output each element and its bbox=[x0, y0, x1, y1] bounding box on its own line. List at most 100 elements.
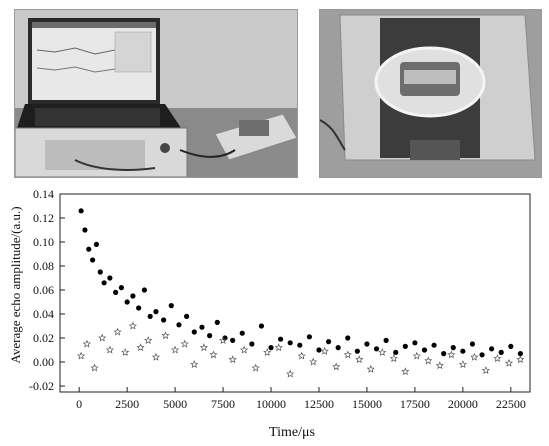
data-point-star bbox=[389, 354, 398, 362]
x-tick-label: 15000 bbox=[352, 397, 382, 411]
data-point-star bbox=[240, 345, 249, 354]
y-axis: -0.02 0.00 0.02 0.04 0.06 0.08 0.10 0.12 0.14 bbox=[29, 187, 65, 393]
data-point-circle bbox=[168, 303, 174, 309]
data-point-star bbox=[286, 369, 295, 378]
photo-sample-on-probe bbox=[319, 9, 542, 178]
data-point-circle bbox=[93, 241, 100, 247]
data-point-star bbox=[332, 362, 341, 371]
data-point-star bbox=[309, 357, 318, 366]
x-axis: 0 2500 5000 7500 10000 12500 15000 17500 20000 22… bbox=[76, 387, 526, 411]
data-point-star bbox=[366, 364, 375, 373]
data-point-circle bbox=[207, 333, 213, 339]
data-point-star bbox=[82, 339, 91, 348]
data-point-circle bbox=[199, 324, 205, 330]
x-tick-label: 0 bbox=[76, 397, 82, 411]
data-point-circle bbox=[191, 329, 197, 335]
data-point-star bbox=[343, 350, 352, 359]
data-point-circle bbox=[184, 313, 190, 319]
data-point-star bbox=[435, 361, 444, 370]
data-point-star bbox=[77, 351, 86, 360]
data-point-star bbox=[470, 352, 479, 361]
echo-amplitude-scatter-chart: 0 2500 5000 7500 10000 12500 15000 17500 20000 22… bbox=[8, 187, 531, 440]
data-point-circle bbox=[230, 337, 236, 343]
data-point-circle bbox=[107, 275, 113, 281]
data-point-star bbox=[458, 360, 467, 368]
y-tick-label: 0.04 bbox=[33, 307, 54, 321]
data-point-circle bbox=[479, 352, 485, 358]
plot-frame bbox=[59, 193, 531, 393]
data-point-star bbox=[447, 350, 456, 359]
data-point-circle bbox=[214, 319, 220, 325]
data-point-circle bbox=[325, 339, 332, 345]
data-point-circle bbox=[101, 280, 107, 286]
plot-area bbox=[59, 193, 531, 393]
y-tick-label: 0.10 bbox=[33, 235, 54, 249]
data-point-star bbox=[320, 346, 329, 355]
y-tick-label: 0.12 bbox=[33, 211, 54, 225]
y-tick-label: 0.14 bbox=[33, 187, 54, 201]
data-point-circle bbox=[345, 335, 351, 341]
x-axis-label: Time/μs bbox=[269, 425, 315, 440]
data-point-circle bbox=[113, 289, 119, 295]
data-point-star bbox=[105, 345, 114, 354]
x-tick-label: 17500 bbox=[400, 397, 430, 411]
data-point-star bbox=[121, 348, 130, 356]
x-tick-label: 7500 bbox=[211, 397, 235, 411]
y-axis-label: Average echo amplitude/(a.u.) bbox=[8, 206, 23, 363]
data-point-circle bbox=[364, 341, 370, 347]
data-point-star bbox=[209, 350, 218, 359]
photo-laptop-nmr-setup bbox=[14, 9, 298, 178]
x-tick-label: 12500 bbox=[304, 397, 334, 411]
data-point-circle bbox=[297, 342, 303, 348]
data-point-star bbox=[190, 360, 199, 368]
data-point-circle bbox=[278, 336, 284, 342]
data-point-circle bbox=[249, 341, 255, 347]
data-point-circle bbox=[316, 347, 322, 353]
data-point-star bbox=[424, 356, 433, 365]
data-point-circle bbox=[460, 348, 466, 354]
data-point-circle bbox=[489, 346, 495, 352]
data-point-circle bbox=[82, 227, 88, 233]
y-tick-label: 0.02 bbox=[33, 331, 54, 345]
data-point-circle bbox=[431, 342, 437, 348]
data-point-circle bbox=[147, 313, 153, 319]
data-point-circle bbox=[86, 246, 92, 252]
data-point-star bbox=[161, 331, 170, 340]
data-point-circle bbox=[469, 341, 476, 347]
data-point-circle bbox=[124, 299, 130, 305]
data-point-circle bbox=[176, 322, 182, 328]
data-point-circle bbox=[268, 345, 274, 351]
data-point-star bbox=[378, 348, 387, 356]
data-point-circle bbox=[441, 351, 447, 357]
data-point-star bbox=[412, 351, 421, 360]
y-tick-label: -0.02 bbox=[29, 379, 54, 393]
y-tick-label: 0.08 bbox=[33, 259, 54, 273]
data-point-star bbox=[274, 343, 283, 352]
data-point-circle bbox=[335, 345, 341, 351]
data-point-star bbox=[180, 339, 189, 348]
data-point-circle bbox=[402, 343, 408, 349]
data-point-circle bbox=[517, 351, 524, 357]
data-point-circle bbox=[141, 287, 148, 293]
data-point-circle bbox=[498, 349, 504, 355]
data-point-star bbox=[171, 345, 180, 354]
data-point-star bbox=[151, 352, 161, 361]
data-point-star bbox=[228, 355, 237, 364]
x-tick-label: 10000 bbox=[256, 397, 286, 411]
x-tick-label: 20000 bbox=[448, 397, 478, 411]
series-layer bbox=[77, 208, 525, 378]
data-point-circle bbox=[153, 309, 159, 315]
data-point-star bbox=[218, 336, 228, 344]
data-point-star bbox=[144, 336, 153, 344]
data-point-circle bbox=[306, 334, 312, 340]
data-point-circle bbox=[354, 348, 360, 354]
data-point-star bbox=[401, 367, 410, 376]
data-point-circle bbox=[136, 305, 142, 311]
data-point-star bbox=[504, 358, 513, 367]
data-point-star bbox=[136, 343, 145, 352]
data-point-star bbox=[251, 363, 260, 372]
data-point-circle bbox=[383, 337, 389, 343]
data-point-circle bbox=[412, 340, 418, 346]
data-point-star bbox=[516, 355, 525, 364]
data-point-circle bbox=[78, 208, 84, 214]
